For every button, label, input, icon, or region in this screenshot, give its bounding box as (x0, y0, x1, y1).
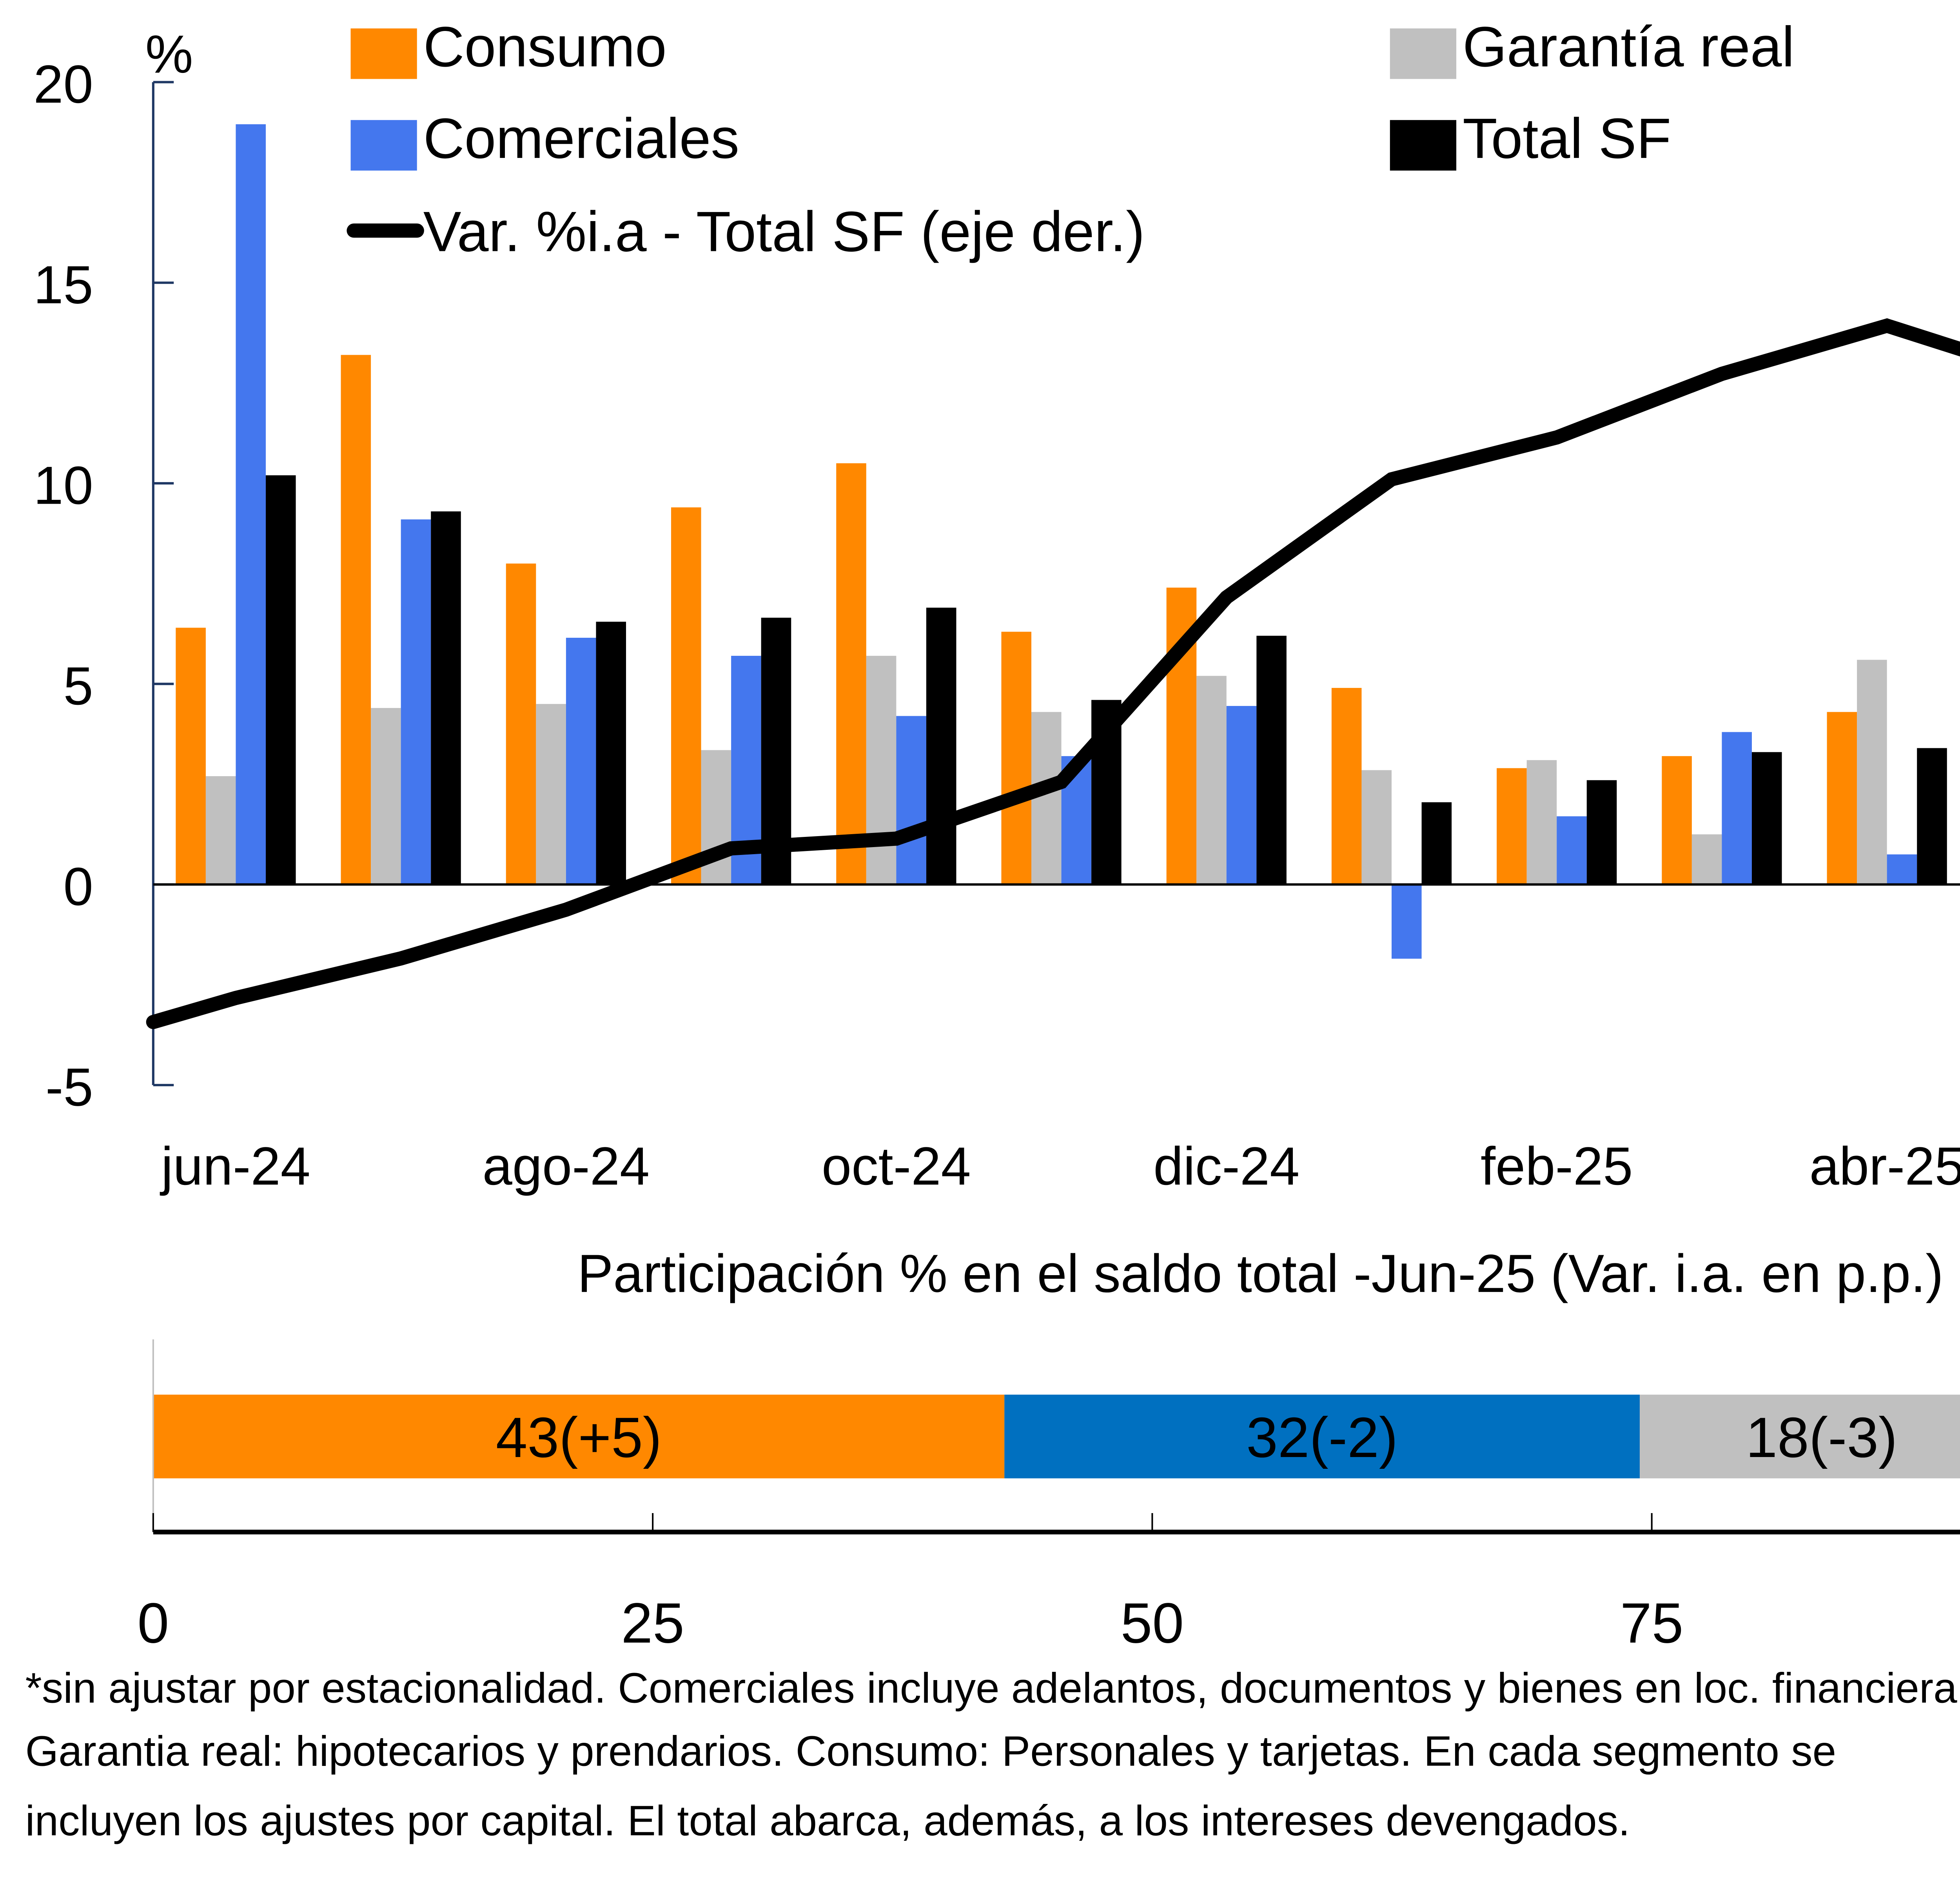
footnote-line-3: incluyen los ajustes por capital. El tot… (25, 1797, 1630, 1845)
x-tick-label: abr-25 (1809, 1136, 1960, 1196)
left-tick-label: 20 (33, 54, 93, 114)
stack-x-tick-label: 50 (1121, 1591, 1184, 1655)
bar-garant-a-real-abr-25 (1857, 660, 1887, 885)
bar-consumo-mar-25 (1662, 756, 1692, 885)
left-tick-label: 15 (33, 255, 93, 315)
bar-comerciales-jun-24 (236, 124, 266, 885)
left-tick-label: 10 (33, 455, 93, 515)
bar-comerciales-ago-24 (566, 637, 596, 885)
legend-swatch (1390, 120, 1457, 171)
bar-total-sf-mar-25 (1751, 752, 1782, 885)
line-point-oct-24 (896, 838, 897, 839)
bar-total-sf-ago-24 (596, 622, 626, 885)
bar-garant-a-real-ene-25 (1361, 770, 1392, 885)
left-axis-unit: % (145, 24, 193, 84)
segment-consumo (153, 1394, 1005, 1479)
bar-comerciales-jul-24 (401, 519, 431, 885)
bar-consumo-ene-25 (1331, 688, 1362, 885)
bar-comerciales-oct-24 (896, 716, 926, 885)
bar-total-sf-jul-24 (431, 511, 461, 885)
bar-comerciales-feb-25 (1557, 816, 1587, 885)
participation-title: Participación % en el saldo total -Jun-2… (577, 1244, 1944, 1304)
bar-total-sf-abr-25 (1917, 748, 1947, 885)
segment-comerciales (1004, 1394, 1640, 1479)
bar-consumo-ago-24 (506, 563, 536, 885)
participation-chart: Participación % en el saldo total -Jun-2… (138, 1244, 1960, 1655)
line-var-ia-total-sf (146, 318, 1960, 1029)
bar-comerciales-ene-25 (1392, 884, 1422, 959)
legend-swatch (350, 28, 417, 79)
bar-consumo-oct-24 (836, 463, 866, 885)
legend-swatch (350, 120, 417, 171)
axes (152, 82, 1960, 1085)
x-tick-label: jun-24 (160, 1136, 310, 1196)
x-tick-label: dic-24 (1153, 1136, 1299, 1196)
x-tick-label: oct-24 (822, 1136, 971, 1196)
x-tick-label: ago-24 (483, 1136, 650, 1196)
bar-comerciales-dic-24 (1226, 706, 1257, 885)
bar-comerciales-mar-25 (1722, 732, 1752, 885)
bar-consumo-nov-24 (1001, 631, 1032, 885)
left-axis-ticks: -5 0 5 10 15 20 (33, 54, 174, 1117)
bar-consumo-jun-24 (176, 628, 206, 885)
legend: Consumo Garantía real Comerciales Total SF V… (347, 15, 1795, 263)
legend-label: Total SF (1463, 107, 1671, 170)
segment-label: 32(-2) (1246, 1406, 1398, 1469)
stack-x-tick-label: 25 (621, 1591, 684, 1655)
stack-x-tick-label: 75 (1620, 1591, 1683, 1655)
stack-segments: 43(+5)32(-2)18(-3)7(+1)Otros: (153, 1394, 1960, 1479)
bar-consumo-feb-25 (1497, 768, 1527, 885)
bar-total-sf-dic-24 (1256, 635, 1287, 885)
bar-garant-a-real-feb-25 (1526, 760, 1557, 885)
bar-garant-a-real-nov-24 (1031, 712, 1062, 885)
bar-total-sf-feb-25 (1586, 780, 1617, 885)
bar-consumo-jul-24 (341, 355, 371, 885)
footnote-line-1: *sin ajustar por estacionalidad. Comerci… (25, 1665, 1960, 1712)
bar-garant-a-real-dic-24 (1196, 676, 1227, 885)
line-series (146, 318, 1960, 1029)
left-tick-label: 0 (64, 857, 93, 917)
stack-x-tick-label: 0 (138, 1591, 169, 1655)
bar-garant-a-real-mar-25 (1691, 834, 1722, 885)
legend-label: Consumo (423, 15, 667, 78)
bar-consumo-sep-24 (671, 507, 701, 885)
legend-label: Garantía real (1463, 15, 1795, 78)
footnote: *sin ajustar por estacionalidad. Comerci… (25, 1665, 1960, 1845)
bar-garant-a-real-jun-24 (205, 776, 236, 885)
bar-total-sf-oct-24 (926, 608, 956, 885)
bar-total-sf-ene-25 (1421, 802, 1452, 885)
legend-label: Comerciales (423, 107, 739, 170)
segment-garant-a-real (1640, 1394, 1960, 1479)
left-tick-label: -5 (45, 1057, 93, 1117)
segment-label: 18(-3) (1746, 1406, 1897, 1469)
bar-comerciales-abr-25 (1887, 854, 1917, 885)
legend-label: Var. %i.a - Total SF (eje der.) (423, 200, 1145, 263)
x-tick-labels: jun-24ago-24oct-24dic-24feb-25abr-25jun-… (160, 1136, 1960, 1196)
footnote-line-2: Garantia real: hipotecarios y prendarios… (25, 1728, 1836, 1775)
left-tick-label: 5 (64, 656, 93, 716)
bar-marks (176, 124, 1947, 959)
x-tick-label: feb-25 (1481, 1136, 1633, 1196)
bar-garant-a-real-oct-24 (866, 656, 897, 885)
stack-axis: 0255075100 (138, 1339, 1960, 1655)
bar-garant-a-real-jul-24 (371, 708, 401, 885)
segment-label: 43(+5) (496, 1406, 662, 1469)
bar-consumo-abr-25 (1827, 712, 1857, 885)
bar-garant-a-real-ago-24 (536, 704, 566, 885)
legend-swatch (1390, 28, 1457, 79)
bar-total-sf-jun-24 (266, 475, 296, 885)
